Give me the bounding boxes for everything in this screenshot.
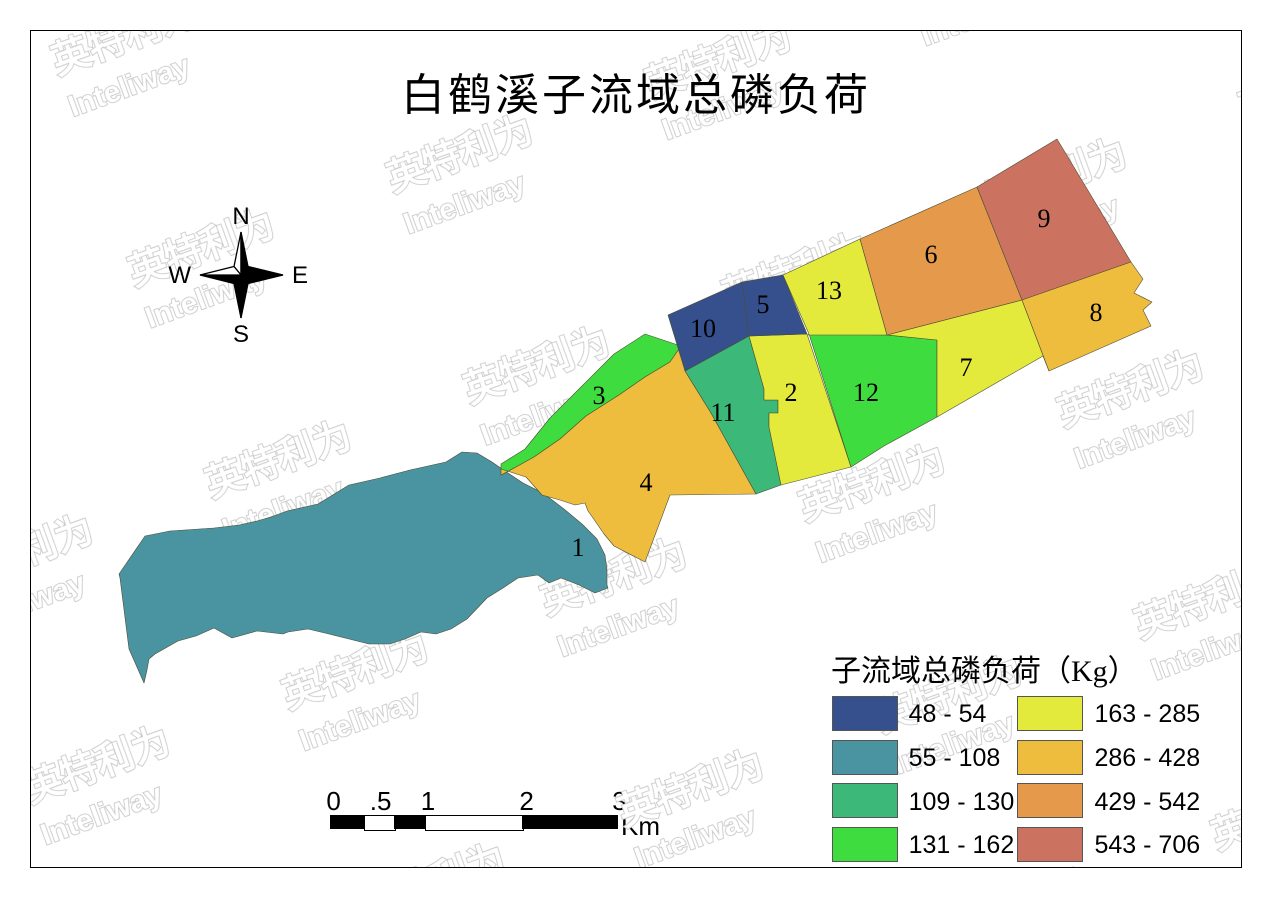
svg-text:4: 4 — [640, 468, 653, 497]
svg-text:9: 9 — [1038, 204, 1051, 233]
svg-text:W: W — [168, 262, 191, 289]
svg-text:2: 2 — [785, 378, 798, 407]
svg-text:S: S — [233, 321, 249, 348]
svg-text:N: N — [232, 203, 249, 230]
svg-text:E: E — [292, 262, 308, 289]
svg-text:10: 10 — [690, 314, 716, 343]
svg-text:7: 7 — [960, 353, 973, 382]
svg-text:11: 11 — [710, 398, 735, 427]
svg-text:6: 6 — [925, 240, 938, 269]
svg-text:5: 5 — [757, 290, 770, 319]
svg-text:13: 13 — [816, 276, 842, 305]
svg-text:8: 8 — [1090, 298, 1103, 327]
svg-text:3: 3 — [593, 381, 606, 410]
svg-text:12: 12 — [853, 378, 879, 407]
svg-text:1: 1 — [572, 533, 585, 562]
